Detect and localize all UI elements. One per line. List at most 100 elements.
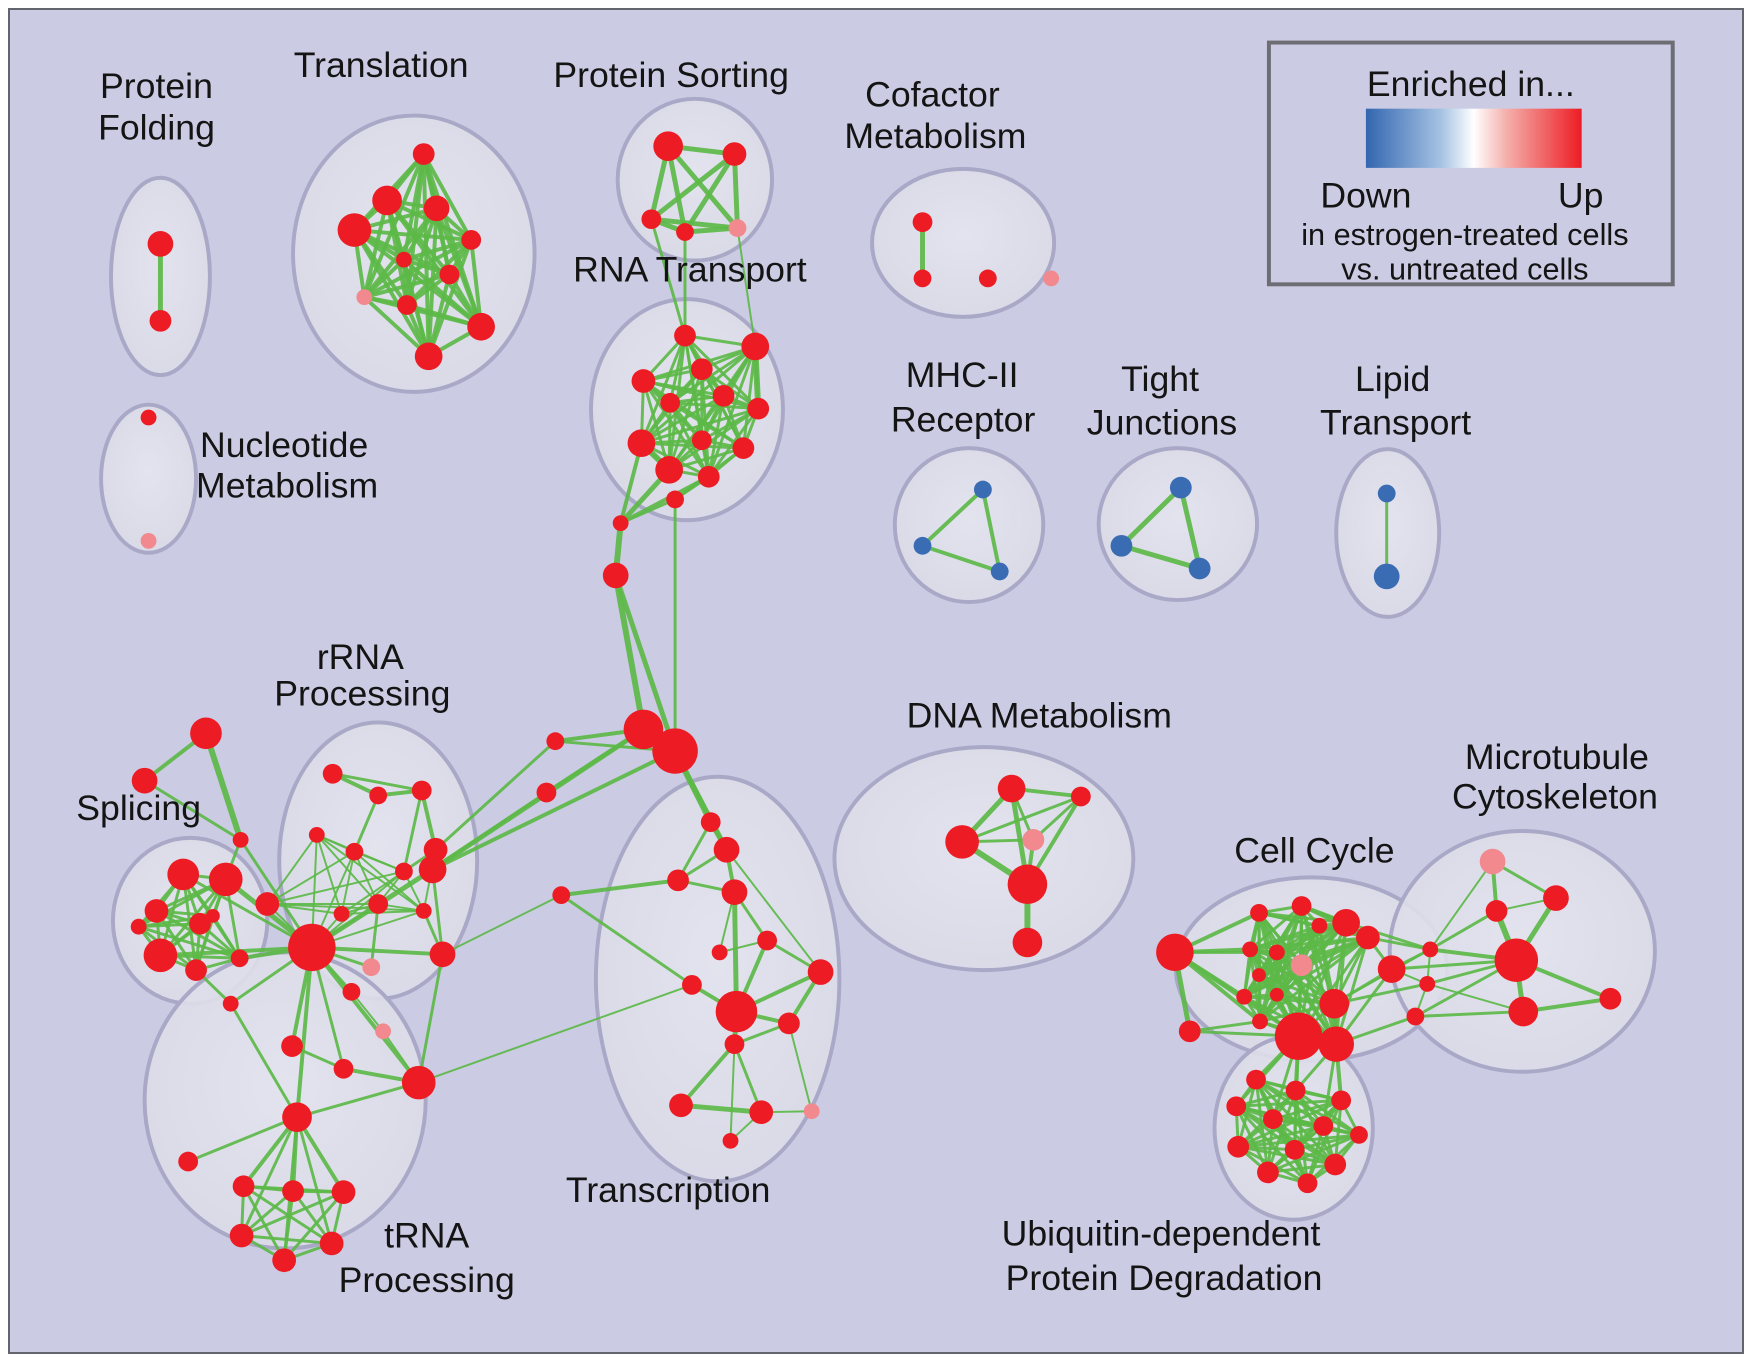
- gene-set-node-rt2[interactable]: [741, 332, 770, 361]
- gene-set-node-rt4[interactable]: [690, 358, 713, 381]
- gene-set-node-cn2[interactable]: [612, 515, 629, 532]
- gene-set-node-dn4[interactable]: [1022, 829, 1045, 851]
- gene-set-node-ps2[interactable]: [722, 142, 747, 166]
- gene-set-node-tn11[interactable]: [375, 1023, 392, 1040]
- gene-set-node-tj3[interactable]: [1188, 557, 1211, 580]
- gene-set-node-ps3[interactable]: [641, 209, 662, 230]
- gene-set-node-cc5[interactable]: [1242, 941, 1259, 958]
- gene-set-node-rt6[interactable]: [712, 384, 735, 407]
- gene-set-node-ccL[interactable]: [1156, 933, 1194, 972]
- gene-set-node-cc11[interactable]: [1319, 988, 1350, 1019]
- gene-set-node-rr12[interactable]: [415, 903, 432, 919]
- gene-set-node-cc10[interactable]: [1252, 1013, 1268, 1030]
- gene-set-node-sp10[interactable]: [222, 995, 239, 1012]
- gene-set-node-dn1[interactable]: [997, 774, 1026, 803]
- gene-set-node-spa[interactable]: [190, 717, 222, 750]
- gene-set-node-tn7[interactable]: [272, 1248, 297, 1273]
- gene-set-node-tr4[interactable]: [337, 213, 372, 247]
- gene-set-node-mc3[interactable]: [1406, 1007, 1425, 1026]
- gene-set-node-tj2[interactable]: [1110, 534, 1133, 557]
- gene-set-node-tr7[interactable]: [439, 264, 460, 285]
- gene-set-node-ub10[interactable]: [1257, 1161, 1279, 1184]
- gene-set-node-mt1[interactable]: [1543, 885, 1569, 911]
- gene-set-node-dn2[interactable]: [1070, 786, 1091, 807]
- gene-set-node-cn3[interactable]: [602, 562, 629, 589]
- gene-set-node-rt5[interactable]: [660, 392, 681, 413]
- gene-set-node-tn3[interactable]: [282, 1180, 304, 1203]
- gene-set-node-cc8[interactable]: [1236, 988, 1253, 1005]
- gene-set-node-cf4[interactable]: [1043, 270, 1060, 287]
- gene-set-node-ub9[interactable]: [1284, 1139, 1305, 1160]
- gene-set-node-rr13[interactable]: [429, 941, 456, 968]
- gene-set-node-cc3[interactable]: [1332, 908, 1360, 937]
- gene-set-node-tn10[interactable]: [401, 1065, 436, 1100]
- gene-set-node-mt4[interactable]: [1599, 987, 1622, 1010]
- gene-set-node-mc2[interactable]: [1419, 976, 1436, 992]
- gene-set-node-tj1[interactable]: [1169, 476, 1192, 499]
- gene-set-node-dn6[interactable]: [1012, 927, 1043, 958]
- gene-set-node-mh1[interactable]: [973, 480, 992, 499]
- gene-set-node-ub4[interactable]: [1226, 1096, 1247, 1117]
- gene-set-node-sp7[interactable]: [185, 959, 207, 981]
- gene-set-node-tx12[interactable]: [749, 1100, 774, 1125]
- gene-set-node-mtB[interactable]: [1494, 938, 1539, 982]
- gene-set-node-cc4[interactable]: [1356, 925, 1380, 950]
- gene-set-node-ccP[interactable]: [1290, 954, 1313, 977]
- gene-set-node-cf3[interactable]: [978, 269, 997, 288]
- gene-set-node-pf2[interactable]: [149, 309, 172, 332]
- gene-set-node-tx6[interactable]: [757, 930, 778, 951]
- gene-set-node-tr8[interactable]: [356, 289, 373, 306]
- gene-set-node-txs[interactable]: [552, 886, 571, 905]
- gene-set-node-tr10[interactable]: [467, 312, 495, 341]
- gene-set-node-rr9[interactable]: [394, 862, 413, 881]
- gene-set-node-ub8[interactable]: [1227, 1135, 1250, 1158]
- gene-set-node-tx9[interactable]: [778, 1012, 800, 1035]
- gene-set-node-tn4[interactable]: [331, 1180, 356, 1204]
- gene-set-node-rr4[interactable]: [308, 827, 325, 843]
- gene-set-node-rr6[interactable]: [255, 892, 280, 916]
- gene-set-node-tn6[interactable]: [319, 1231, 344, 1256]
- gene-set-node-H2[interactable]: [652, 728, 698, 774]
- gene-set-node-ub3[interactable]: [1331, 1090, 1352, 1111]
- gene-set-node-sp9[interactable]: [205, 908, 220, 923]
- gene-set-node-ps5[interactable]: [728, 219, 747, 237]
- gene-set-node-tx8[interactable]: [682, 975, 702, 995]
- gene-set-node-rt3[interactable]: [631, 369, 656, 393]
- gene-set-node-pf1[interactable]: [147, 231, 174, 257]
- gene-set-node-rr15[interactable]: [342, 982, 361, 1001]
- gene-set-node-cn1[interactable]: [666, 490, 684, 509]
- gene-set-node-lt2[interactable]: [1373, 563, 1400, 590]
- gene-set-node-sp3[interactable]: [144, 899, 169, 923]
- gene-set-node-txH[interactable]: [715, 990, 758, 1033]
- gene-set-node-tx5[interactable]: [711, 944, 728, 961]
- gene-set-node-lt1[interactable]: [1377, 484, 1396, 503]
- gene-set-node-spb[interactable]: [131, 767, 158, 794]
- gene-set-node-dn5[interactable]: [1007, 864, 1048, 905]
- gene-set-node-tx3[interactable]: [667, 869, 689, 892]
- gene-set-node-nm2[interactable]: [140, 532, 157, 549]
- gene-set-node-cf1[interactable]: [912, 212, 933, 233]
- gene-set-node-rr7[interactable]: [333, 905, 350, 922]
- gene-set-node-rt11[interactable]: [655, 456, 684, 484]
- gene-set-node-mc1[interactable]: [1422, 941, 1439, 958]
- gene-set-node-rrH[interactable]: [288, 923, 336, 972]
- gene-set-node-spc[interactable]: [232, 831, 249, 848]
- gene-set-node-mt2[interactable]: [1485, 900, 1508, 922]
- gene-set-node-tr11[interactable]: [414, 342, 443, 371]
- gene-set-node-tx13[interactable]: [803, 1103, 820, 1120]
- gene-set-node-nm1[interactable]: [140, 409, 157, 426]
- gene-set-node-rr14[interactable]: [362, 958, 381, 977]
- gene-set-node-cc1[interactable]: [1250, 904, 1268, 922]
- gene-set-node-rt7[interactable]: [747, 397, 770, 420]
- gene-set-node-rr5[interactable]: [345, 842, 364, 861]
- gene-set-node-rr3[interactable]: [411, 780, 432, 801]
- gene-set-node-cc2[interactable]: [1291, 896, 1312, 916]
- gene-set-node-rr1[interactable]: [322, 763, 343, 784]
- gene-set-node-ub1[interactable]: [1246, 1069, 1266, 1090]
- gene-set-node-tx2[interactable]: [713, 836, 740, 863]
- gene-set-node-cc9[interactable]: [1269, 987, 1284, 1002]
- gene-set-node-ps4[interactable]: [676, 223, 694, 241]
- gene-set-node-cc12[interactable]: [1377, 955, 1406, 983]
- gene-set-node-rr11[interactable]: [418, 855, 447, 884]
- gene-set-node-ccG1[interactable]: [1274, 1012, 1323, 1060]
